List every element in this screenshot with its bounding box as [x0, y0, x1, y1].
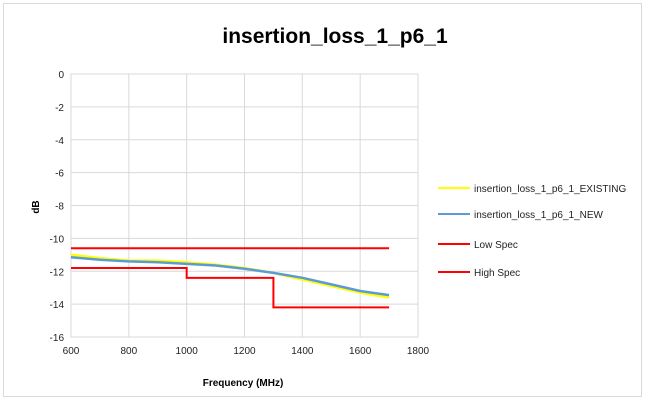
chart-title: insertion_loss_1_p6_1 [222, 25, 448, 48]
y-axis-label: dB [31, 200, 42, 213]
chart-frame [3, 3, 642, 397]
y-tick-label: 0 [58, 70, 64, 81]
x-tick-label: 1000 [176, 346, 199, 357]
tick-labels: 600 800 1000 1200 1400 1600 1800 0 -2 -4 -6 -8 -10 -1… [50, 70, 430, 357]
plot-area [70, 73, 419, 338]
legend-label: Low Spec [474, 240, 518, 251]
x-tick-label: 1400 [291, 346, 314, 357]
y-tick-label: -16 [50, 333, 65, 344]
chart-series [70, 247, 390, 309]
y-tick-label: -6 [55, 169, 64, 180]
y-tick-label: -4 [55, 136, 64, 147]
legend-label: insertion_loss_1_p6_1_NEW [474, 210, 604, 221]
y-tick-label: -14 [50, 300, 65, 311]
chart-legend: insertion_loss_1_p6_1_EXISTING insertion_… [438, 184, 627, 279]
x-tick-label: 1800 [407, 346, 430, 357]
x-tick-label: 600 [63, 346, 80, 357]
x-axis-label: Frequency (MHz) [203, 378, 284, 389]
series-line-4 [71, 266, 390, 309]
y-tick-label: -12 [50, 267, 65, 278]
legend-label: insertion_loss_1_p6_1_EXISTING [474, 184, 627, 195]
x-tick-label: 800 [120, 346, 137, 357]
x-tick-label: 1600 [349, 346, 372, 357]
y-tick-label: -2 [55, 103, 64, 114]
y-tick-label: -8 [55, 202, 64, 213]
chart-gridlines [70, 73, 419, 338]
y-tick-label: -10 [50, 234, 65, 245]
legend-label: High Spec [474, 268, 520, 279]
x-tick-label: 1200 [233, 346, 256, 357]
series-line-2 [70, 256, 390, 297]
